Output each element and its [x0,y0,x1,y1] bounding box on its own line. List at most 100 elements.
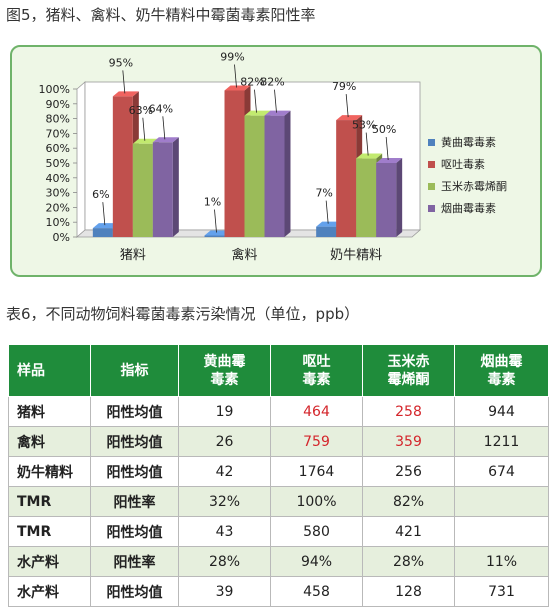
y-tick-label: 80% [46,113,70,126]
header-indicator: 指标 [90,344,179,397]
cell-fumonisin: 944 [454,396,549,427]
bar-side [396,158,403,237]
data-label-leader [365,132,369,156]
chart-panel: 0% 10% 20% 30% 40% 50% 60% 70% 80% 90% 100% 6% 95% 63… [10,45,542,277]
header-don: 呕吐 毒素 [270,344,363,397]
cell-indicator: 阳性率 [90,546,179,577]
cell-indicator: 阳性均值 [90,426,179,457]
data-label: 64% [149,102,173,115]
legend-swatch [428,182,435,190]
legend-entry: 玉米赤霉烯酮 [428,175,540,197]
bar [204,235,225,237]
data-label: 7% [315,187,332,200]
legend-swatch [428,204,435,212]
cell-aflatoxin: 39 [178,576,271,607]
cell-don: 1764 [270,456,363,487]
bar [316,226,337,237]
cell-aflatoxin: 43 [178,516,271,547]
x-tick-label: 禽料 [231,247,257,263]
header-fumonisin: 烟曲霉 毒素 [454,344,549,397]
cell-fumonisin [454,516,549,547]
y-tick-label: 70% [46,127,70,140]
cell-sample: 猪料 [8,396,91,427]
cell-indicator: 阳性均值 [90,576,179,607]
y-tick-label: 20% [46,201,70,214]
bar-top [244,110,271,116]
data-label-leader [102,202,106,226]
cell-don: 100% [270,486,363,517]
bar [152,142,173,237]
cell-fumonisin: 1211 [454,426,549,457]
table-row: 水产料 阳性率 28% 94% 28% 11% [8,546,549,577]
header-aflatoxin: 黄曲霉 毒素 [178,344,271,397]
legend-entry: 黄曲霉毒素 [428,131,540,153]
cell-fumonisin: 731 [454,576,549,607]
cell-don: 458 [270,576,363,607]
bar [224,90,245,237]
bar-top [224,85,251,91]
bar-side [284,110,291,237]
legend-label: 玉米赤霉烯酮 [441,180,507,193]
y-tick-label: 40% [46,172,70,185]
legend-swatch [428,138,435,146]
data-table: 样品 指标 黄曲霉 毒素 呕吐 毒素 玉米赤 霉烯酮 烟曲霉 毒素 猪料 阳性均值 19 46… [8,344,549,607]
data-label-leader [345,94,349,118]
y-tick-label: 30% [46,187,70,200]
bar [264,115,285,237]
cell-fumonisin: 11% [454,546,549,577]
legend-entry: 烟曲霉毒素 [428,197,540,219]
y-tick-label: 0% [53,231,70,244]
data-label: 79% [332,80,356,93]
bar-chart: 0% 10% 20%30% 40% 50% 60% 70%80% 90% 100% 6% 95% 63… [39,50,422,263]
cell-aflatoxin: 28% [178,546,271,577]
figure-caption: 图5，猪料、禽料、奶牛精料中霉菌毒素阳性率 [6,6,316,24]
cell-fumonisin: 674 [454,456,549,487]
bar-top [112,91,139,97]
cell-zen: 128 [362,576,455,607]
data-label-leader [385,136,389,161]
bar-top [132,138,159,144]
cell-aflatoxin: 32% [178,486,271,517]
cell-indicator: 阳性均值 [90,456,179,487]
y-tick-label: 10% [46,216,70,229]
data-label: 53% [352,119,376,132]
header-zen: 玉米赤 霉烯酮 [362,344,455,397]
data-label-leader [274,89,277,113]
table-row: 奶牛精料 阳性均值 42 1764 256 674 [8,456,549,487]
legend-swatch [428,160,435,168]
cell-zen: 256 [362,456,455,487]
chart-side-wall [76,81,86,238]
bar [132,143,153,237]
bar [244,115,265,237]
cell-don: 759 [270,426,363,457]
cell-indicator: 阳性均值 [90,396,179,427]
data-label-leader [142,117,146,141]
cell-zen: 359 [362,426,455,457]
cell-don: 464 [270,396,363,427]
cell-don: 580 [270,516,363,547]
data-label: 82% [260,76,284,89]
bar-top [376,158,403,163]
bar-top [152,137,179,143]
data-label: 63% [129,104,153,117]
data-label: 6% [92,188,109,201]
table-row: TMR 阳性率 32% 100% 82% [8,486,549,517]
data-label-leader [122,70,126,94]
cell-aflatoxin: 19 [178,396,271,427]
y-tick-label: 90% [46,98,70,111]
chart-legend: 黄曲霉毒素呕吐毒素玉米赤霉烯酮烟曲霉毒素 [428,131,540,219]
table-row: TMR 阳性均值 43 580 421 [8,516,549,547]
data-label-leader [214,209,217,233]
data-label: 99% [220,50,244,63]
cell-don: 94% [270,546,363,577]
cell-indicator: 阳性均值 [90,516,179,547]
cell-sample: TMR [8,486,91,517]
data-label-leader [162,116,166,140]
legend-label: 呕吐毒素 [441,158,485,171]
bar-top [204,230,231,236]
x-tick-label: 奶牛精料 [330,248,382,263]
x-tick-label: 猪料 [120,248,146,263]
bar [356,158,377,237]
table-caption: 表6，不同动物饲料霉菌毒素污染情况（单位，ppb） [6,305,360,323]
bar-top [356,153,383,159]
